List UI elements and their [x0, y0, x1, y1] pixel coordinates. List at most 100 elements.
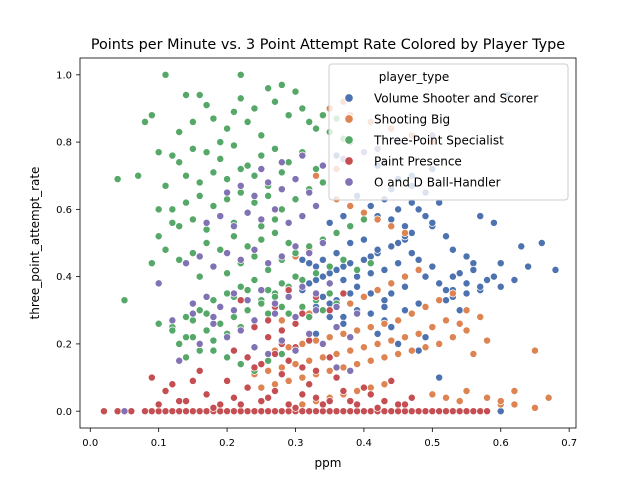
data-point — [414, 329, 423, 338]
data-point — [332, 407, 341, 416]
data-point — [455, 397, 464, 406]
x-tick-label: 0.0 — [82, 438, 98, 449]
data-point — [154, 319, 163, 328]
data-point — [250, 245, 259, 254]
data-point — [387, 323, 396, 332]
data-point — [428, 407, 437, 416]
legend-marker — [344, 135, 354, 145]
data-point — [421, 272, 430, 281]
data-point — [496, 259, 505, 268]
data-point — [223, 407, 232, 416]
data-point — [346, 259, 355, 268]
data-point — [353, 282, 362, 291]
data-point — [469, 350, 478, 358]
data-point — [291, 242, 300, 251]
data-point — [400, 407, 409, 416]
legend-marker — [344, 156, 354, 166]
data-point — [346, 397, 355, 406]
data-point — [229, 407, 238, 416]
data-point — [188, 299, 197, 308]
data-point — [428, 262, 437, 271]
data-point — [250, 343, 259, 352]
data-point — [182, 198, 191, 207]
data-point — [428, 323, 437, 332]
data-point — [250, 363, 259, 372]
legend-label: O and D Ball-Handler — [374, 175, 501, 189]
data-point — [387, 407, 396, 416]
data-point — [250, 171, 259, 180]
data-point — [182, 259, 191, 268]
data-point — [373, 339, 382, 348]
data-point — [195, 91, 204, 99]
data-point — [359, 343, 368, 352]
data-point — [182, 397, 191, 406]
data-point — [284, 292, 293, 301]
data-point — [421, 302, 430, 311]
data-point — [414, 407, 423, 416]
data-point — [305, 188, 314, 197]
data-point — [442, 407, 450, 416]
data-point — [312, 336, 321, 345]
data-point — [359, 407, 368, 416]
data-point — [120, 296, 129, 305]
data-point — [223, 289, 232, 298]
data-point — [312, 124, 321, 133]
data-point — [312, 202, 321, 210]
data-point — [182, 353, 191, 362]
data-point — [257, 360, 266, 369]
y-tick-label: 0.2 — [56, 340, 72, 351]
data-point — [161, 245, 170, 254]
data-point — [442, 316, 450, 325]
data-point — [325, 289, 334, 298]
data-point — [243, 383, 252, 392]
data-point — [462, 387, 471, 395]
data-point — [325, 333, 334, 342]
data-point — [147, 373, 156, 382]
data-point — [366, 269, 375, 278]
data-point — [243, 161, 252, 170]
data-point — [250, 191, 259, 200]
data-point — [271, 299, 279, 308]
x-tick-label: 0.1 — [151, 438, 167, 449]
data-point — [366, 252, 375, 261]
data-point — [243, 296, 252, 305]
data-point — [223, 376, 232, 385]
data-point — [428, 390, 437, 399]
data-point — [298, 400, 307, 409]
data-point — [298, 151, 307, 160]
data-point — [305, 380, 314, 389]
data-point — [332, 323, 341, 332]
data-point — [195, 178, 204, 187]
data-point — [271, 309, 279, 318]
data-point — [202, 239, 211, 247]
data-point — [312, 329, 321, 338]
data-point — [400, 306, 409, 315]
data-point — [524, 262, 533, 271]
data-point — [223, 124, 232, 133]
data-point — [469, 265, 478, 274]
data-point — [400, 333, 409, 342]
data-point — [147, 259, 156, 268]
data-point — [188, 407, 197, 416]
data-point — [202, 225, 211, 234]
data-point — [271, 144, 279, 153]
data-point — [250, 323, 259, 332]
data-point — [188, 333, 197, 342]
data-point — [229, 222, 238, 231]
data-point — [264, 259, 273, 268]
data-point — [277, 279, 286, 288]
data-point — [250, 104, 259, 113]
data-point — [264, 350, 273, 358]
data-point — [428, 218, 437, 227]
data-point — [236, 188, 245, 197]
data-point — [380, 296, 389, 305]
data-point — [325, 269, 334, 278]
data-point — [394, 205, 403, 214]
data-point — [394, 400, 403, 409]
data-point — [366, 259, 375, 268]
data-point — [161, 181, 170, 190]
data-point — [407, 346, 416, 355]
data-point — [366, 383, 375, 392]
